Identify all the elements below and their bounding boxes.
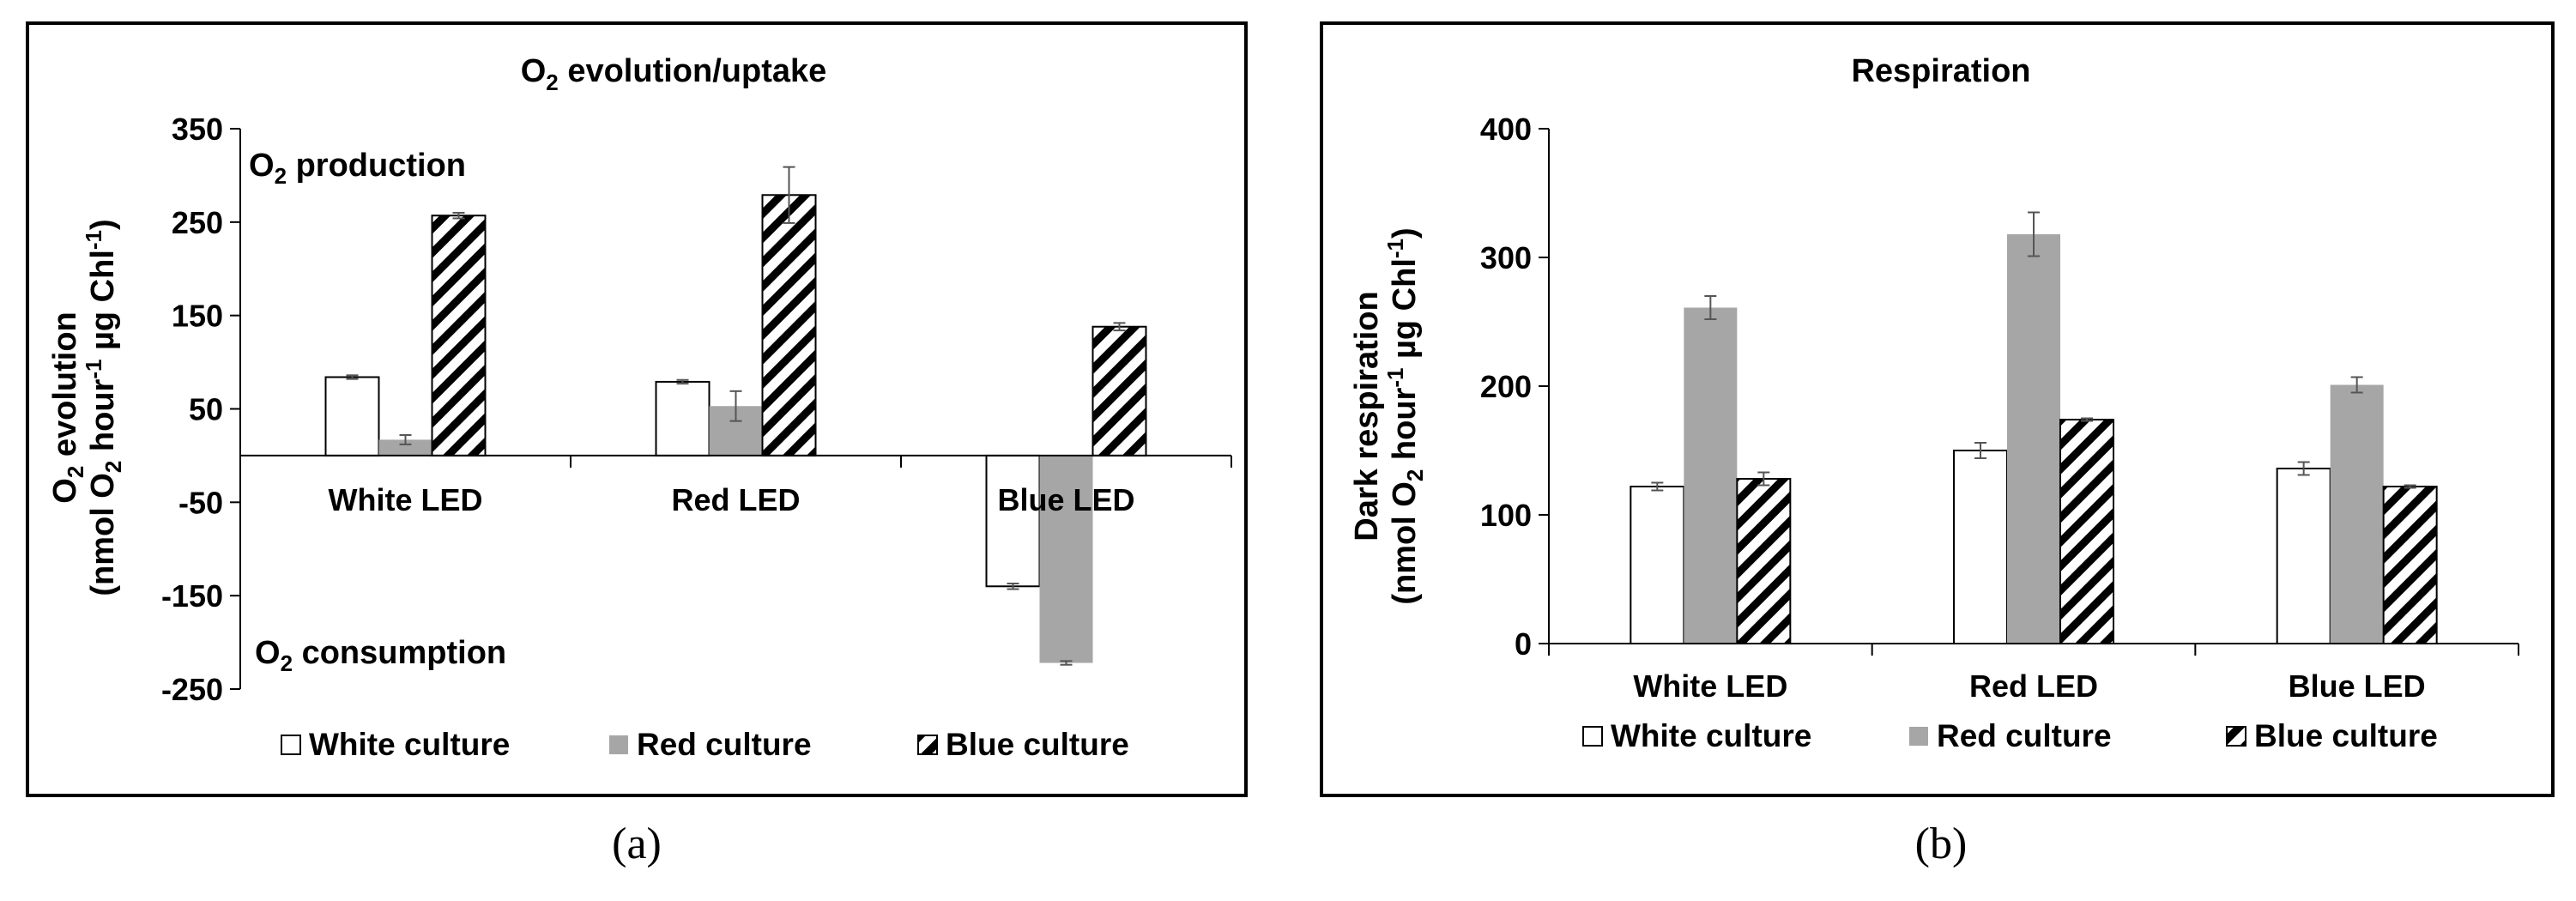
- panel-a-category-label: Red LED: [671, 482, 800, 517]
- panel-a-category-label: White LED: [329, 482, 483, 517]
- panel-a-ylabel-line1: O2 evolution: [47, 311, 88, 503]
- panel-b-title: Respiration: [1851, 53, 2030, 89]
- panel-b-legend-swatch-red-culture: [1909, 727, 1928, 746]
- panel-b-chart: 0 100 200 300 400 White LED Red LED Blue LED Whi…: [1480, 112, 2519, 753]
- panel-a-y-tick-label: 250: [172, 205, 223, 240]
- panel-b-y-tick-label: 200: [1480, 369, 1532, 404]
- panel-a-legend-swatch-blue-culture: [917, 735, 938, 755]
- panel-a-y-tick-label: 350: [172, 112, 223, 147]
- panel-b-category-label: Red LED: [1969, 668, 2098, 704]
- panel-a-legend-label-blue-culture: Blue culture: [946, 727, 1129, 762]
- panel-b-bar-blue-culture: [1736, 478, 1792, 644]
- panel-a-y-tick-label: -150: [161, 578, 223, 614]
- panel-a-label: (a): [612, 819, 662, 868]
- panel-b-ylabel-line1: Dark respiration: [1349, 291, 1385, 541]
- panel-b-y-tick-label: 0: [1515, 626, 1532, 662]
- panel-b-bar-white-culture: [1630, 486, 1685, 644]
- panel-a-bar-white-culture: [985, 454, 1041, 588]
- panel-b-legend-label-red-culture: Red culture: [1937, 718, 2112, 753]
- panel-a-title: O2 evolution/uptake: [521, 53, 827, 95]
- panel-b-bar-white-culture: [1953, 450, 2008, 644]
- o2-consumption-annotation: O2 consumption: [255, 635, 506, 676]
- panel-a-legend-swatch-white-culture: [281, 735, 301, 755]
- panel-a-chart: 350 250 150 50 -50 -150 -250 White LED Red LED Bl…: [161, 112, 1232, 762]
- panel-b-y-tick-label: 400: [1480, 112, 1532, 147]
- panel-a-bar-white-culture: [324, 376, 380, 457]
- panel-a-bar-red-culture: [1039, 455, 1093, 663]
- panel-a-category-label: Blue LED: [997, 482, 1134, 517]
- panel-b-ylabel-line2: (nmol O2 hour-1 µg Chl-1): [1382, 227, 1428, 604]
- panel-a-bar-white-culture: [655, 380, 711, 457]
- panel-b-legend-label-white-culture: White culture: [1611, 718, 1811, 753]
- panel-a-y-tick-label: -50: [178, 485, 223, 520]
- panel-a-y-tick-label: 50: [189, 392, 223, 427]
- panel-a-bar-blue-culture: [761, 194, 817, 457]
- panel-b-category-label: Blue LED: [2289, 668, 2426, 704]
- panel-b-label: (b): [1915, 819, 1968, 868]
- panel-a-bar-blue-culture: [1091, 325, 1147, 457]
- panel-b-legend-swatch-white-culture: [1582, 726, 1603, 747]
- panel-b-legend-swatch-blue-culture: [2226, 726, 2246, 747]
- o2-production-annotation: O2 production: [249, 148, 466, 189]
- panel-b-category-label: White LED: [1633, 668, 1787, 704]
- panel-b-y-tick-label: 300: [1480, 240, 1532, 275]
- panel-a-y-tick-label: 150: [172, 299, 223, 334]
- panel-b-bar-red-culture: [2330, 384, 2384, 644]
- panel-a-legend-label-white-culture: White culture: [309, 727, 510, 762]
- panel-a-bar-red-culture: [378, 439, 432, 456]
- panel-a-bar-blue-culture: [431, 215, 487, 457]
- panel-a-legend-swatch-red-culture: [609, 735, 628, 754]
- panel-b-bar-red-culture: [1684, 307, 1738, 644]
- panel-b-y-tick-label: 100: [1480, 498, 1532, 533]
- panel-b-bar-red-culture: [2007, 234, 2060, 644]
- panel-b-bar-white-culture: [2276, 468, 2331, 644]
- panel-b-bar-blue-culture: [2382, 486, 2438, 644]
- panel-a-ylabel-line2: (nmol O2 hour-1 µg Chl-1): [81, 219, 126, 596]
- panel-b-bar-blue-culture: [2059, 419, 2114, 644]
- panel-a-y-tick-label: -250: [161, 672, 223, 707]
- panel-b-legend-label-blue-culture: Blue culture: [2254, 718, 2438, 753]
- panel-a-legend-label-red-culture: Red culture: [637, 727, 812, 762]
